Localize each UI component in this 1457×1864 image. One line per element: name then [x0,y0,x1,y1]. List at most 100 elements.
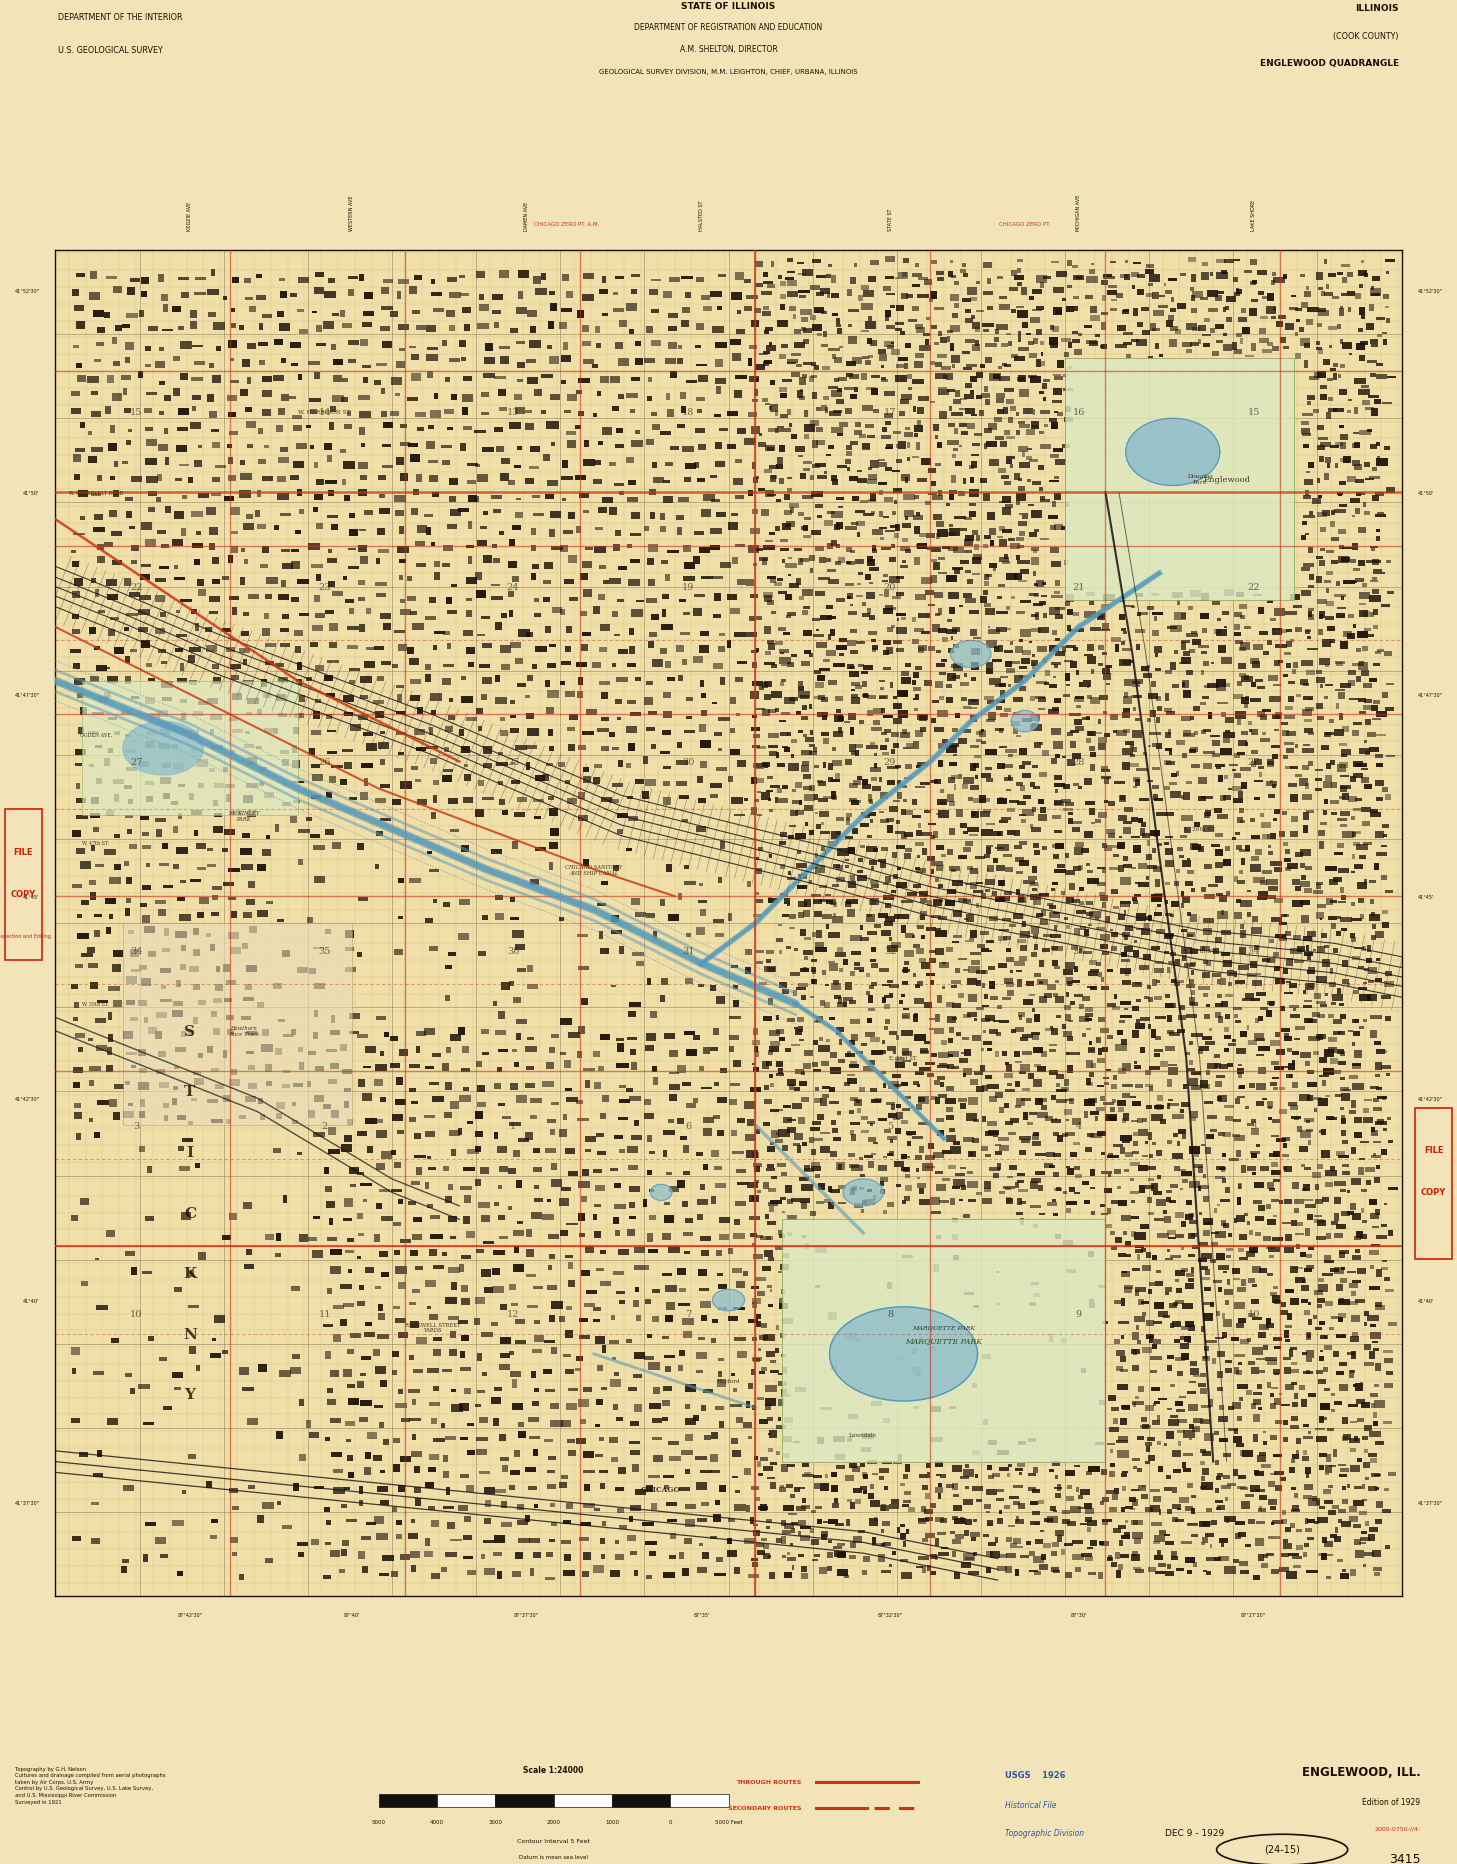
Bar [915,354,924,358]
Bar [797,874,807,880]
Bar [845,859,849,861]
Bar [482,555,492,563]
Bar [915,843,924,846]
Bar [1203,826,1215,833]
Bar [1326,733,1335,736]
Bar [986,669,992,675]
Bar [759,1335,768,1340]
Bar [892,733,899,738]
Bar [1224,684,1230,688]
Bar [766,576,777,580]
Bar [1359,1512,1367,1515]
Bar [1329,917,1338,921]
Bar [427,1156,431,1159]
Bar [1256,1038,1265,1042]
Bar [1320,843,1324,850]
Bar [779,895,788,897]
Bar [976,980,981,986]
Bar [1282,274,1287,278]
Bar [1208,1062,1218,1070]
Bar [1087,695,1091,699]
Bar [836,1163,845,1171]
Bar [1122,1141,1131,1143]
Bar [704,1389,712,1392]
Bar [800,1536,810,1542]
Bar [431,1419,437,1424]
Bar [568,1171,578,1176]
Bar [342,1070,351,1074]
Bar [1138,1299,1144,1305]
Bar [1040,496,1045,501]
Bar [1053,856,1059,859]
Bar [82,900,89,906]
Bar [176,848,188,856]
Bar [1157,1150,1161,1156]
Bar [884,1027,889,1031]
Bar [1238,809,1244,813]
Bar [937,535,940,541]
Bar [1040,539,1049,541]
Bar [1067,1200,1077,1206]
Bar [610,1169,618,1171]
Bar [412,1290,420,1294]
Text: COPY: COPY [10,889,36,898]
Bar [619,1525,627,1528]
Bar [154,628,166,634]
Bar [914,1062,916,1066]
Bar [1305,1333,1311,1340]
Bar [1087,1527,1091,1532]
Bar [1272,755,1278,759]
Bar [466,1571,476,1575]
Bar [141,833,150,837]
Bar [651,660,663,667]
Bar [95,930,101,938]
Bar [76,798,86,803]
Bar [1018,677,1027,678]
Bar [232,278,239,283]
Bar [784,1435,793,1443]
Bar [1147,1335,1154,1338]
Bar [1090,753,1096,757]
Bar [826,900,833,904]
Bar [194,460,203,468]
Bar [409,611,417,617]
Bar [411,766,418,770]
Bar [549,529,555,537]
Bar [935,1118,944,1122]
Bar [205,645,217,652]
Bar [803,363,812,365]
Bar [409,287,417,295]
Bar [832,1504,839,1508]
Bar [634,1266,645,1269]
Bar [95,589,99,598]
Bar [131,1268,137,1275]
Bar [1052,375,1061,377]
Bar [887,945,899,953]
Bar [787,281,797,287]
Bar [1052,326,1059,332]
Bar [1250,729,1257,734]
Bar [903,1061,911,1062]
Bar [1374,1385,1378,1387]
Bar [756,1236,763,1240]
Bar [1259,1495,1266,1501]
Bar [930,951,935,954]
Bar [728,524,739,531]
Bar [953,1506,962,1512]
Bar [1320,684,1323,690]
Bar [1171,774,1177,777]
Bar [1358,528,1367,533]
Bar [1246,1107,1249,1109]
Bar [498,408,507,412]
Bar [1323,1068,1335,1076]
Bar [530,880,539,885]
Bar [1324,582,1332,583]
Bar [1016,1519,1024,1525]
Bar [1372,1551,1381,1556]
Bar [1371,287,1374,291]
Bar [1027,479,1032,483]
Bar [1358,561,1365,567]
Bar [1377,336,1381,337]
Bar [128,800,134,805]
Bar [1088,600,1094,606]
